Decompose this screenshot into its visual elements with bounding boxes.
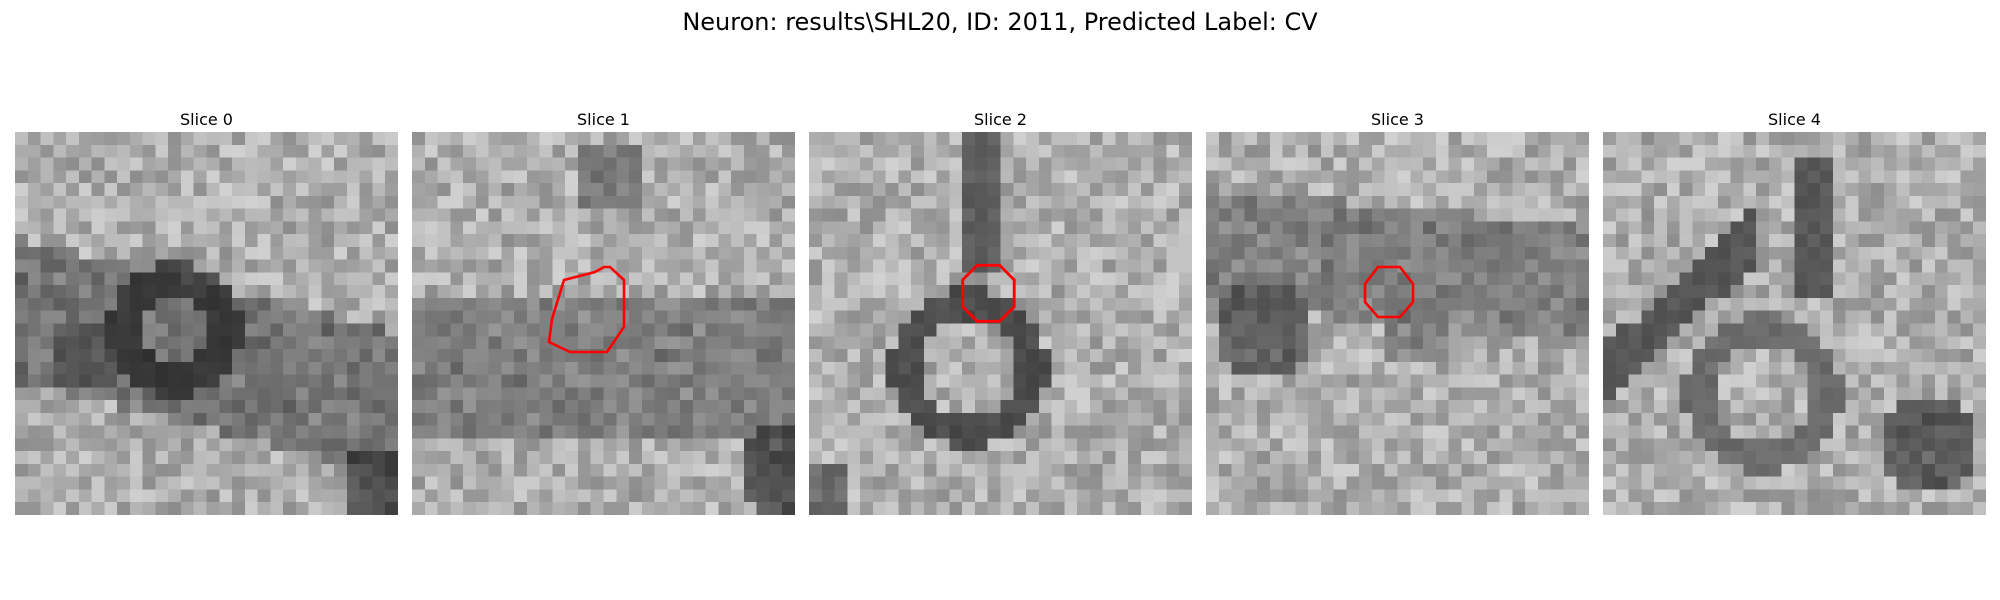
slice-panel-2: Slice 2: [809, 108, 1192, 515]
roi-overlay: [961, 263, 1016, 323]
slice-image-4: [1603, 132, 1986, 515]
slice-image-3: [1206, 132, 1589, 515]
roi-outline: [547, 265, 626, 354]
grayscale-patch: [15, 132, 398, 515]
slice-image-2: [809, 132, 1192, 515]
slice-panel-0: Slice 0: [15, 108, 398, 515]
roi-outline: [1363, 265, 1415, 319]
roi-overlay: [547, 265, 626, 354]
figure-title: Neuron: results\SHL20, ID: 2011, Predict…: [682, 8, 1318, 36]
slice-image-0: [15, 132, 398, 515]
slice-title: Slice 3: [1371, 110, 1424, 129]
slice-panel-1: Slice 1: [412, 108, 795, 515]
slice-title: Slice 1: [577, 110, 630, 129]
slice-title: Slice 4: [1768, 110, 1821, 129]
slice-title: Slice 0: [180, 110, 233, 129]
slice-panel-3: Slice 3: [1206, 108, 1589, 515]
grayscale-patch: [1206, 132, 1589, 515]
roi-outline: [961, 263, 1016, 323]
grayscale-patch: [1603, 132, 1986, 515]
grayscale-patch: [809, 132, 1192, 515]
slice-image-1: [412, 132, 795, 515]
grayscale-patch: [412, 132, 795, 515]
slice-panel-4: Slice 4: [1603, 108, 1986, 515]
slice-title: Slice 2: [974, 110, 1027, 129]
roi-overlay: [1363, 265, 1415, 319]
